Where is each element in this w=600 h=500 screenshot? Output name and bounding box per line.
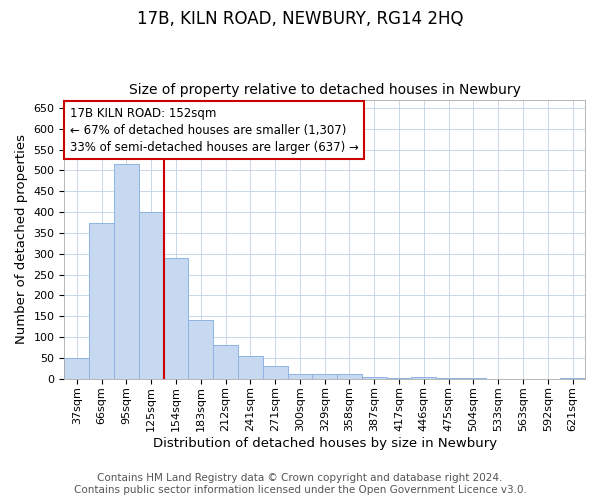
Bar	[263, 366, 287, 379]
Bar	[560, 378, 585, 379]
Bar	[337, 374, 362, 379]
Bar	[213, 346, 238, 379]
Bar	[238, 356, 263, 379]
Text: 17B, KILN ROAD, NEWBURY, RG14 2HQ: 17B, KILN ROAD, NEWBURY, RG14 2HQ	[137, 10, 463, 28]
Bar	[64, 358, 89, 379]
Bar	[313, 374, 337, 379]
Text: 17B KILN ROAD: 152sqm
← 67% of detached houses are smaller (1,307)
33% of semi-d: 17B KILN ROAD: 152sqm ← 67% of detached …	[70, 106, 358, 154]
Bar	[287, 374, 313, 379]
Text: Contains HM Land Registry data © Crown copyright and database right 2024.
Contai: Contains HM Land Registry data © Crown c…	[74, 474, 526, 495]
Bar	[139, 212, 164, 379]
Title: Size of property relative to detached houses in Newbury: Size of property relative to detached ho…	[129, 83, 521, 97]
Bar	[386, 378, 412, 379]
Y-axis label: Number of detached properties: Number of detached properties	[15, 134, 28, 344]
X-axis label: Distribution of detached houses by size in Newbury: Distribution of detached houses by size …	[152, 437, 497, 450]
Bar	[188, 320, 213, 379]
Bar	[114, 164, 139, 379]
Bar	[362, 377, 386, 379]
Bar	[89, 222, 114, 379]
Bar	[412, 376, 436, 379]
Bar	[164, 258, 188, 379]
